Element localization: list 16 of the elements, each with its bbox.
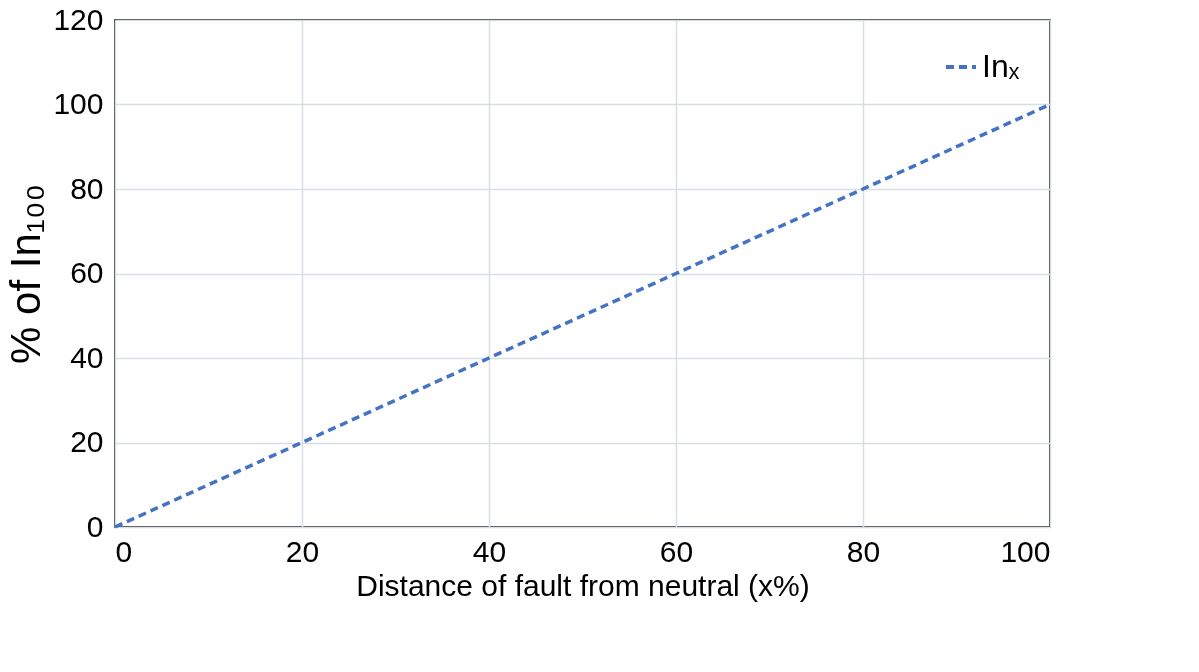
y-tick-label: 120	[53, 2, 104, 36]
x-tick-label: 0	[115, 534, 133, 568]
y-tick-label: 0	[86, 509, 104, 543]
y-tick-label: 20	[70, 425, 104, 458]
y-tick-label: 100	[53, 87, 104, 120]
y-tick-label: 40	[70, 340, 104, 374]
x-axis-title: Distance of fault from neutral (x%)	[356, 568, 810, 602]
y-tick-label: 60	[70, 256, 104, 289]
x-tick-label: 40	[472, 534, 507, 568]
x-tick-label: 20	[285, 534, 320, 568]
x-tick-label: 80	[846, 534, 881, 568]
x-tick-label: 60	[659, 534, 694, 568]
x-tick-label: 100	[1000, 534, 1051, 568]
y-axis-title: % of In₁₀₀	[2, 184, 50, 364]
legend-label: Inₓ	[982, 48, 1020, 84]
y-tick-label: 80	[70, 171, 104, 205]
